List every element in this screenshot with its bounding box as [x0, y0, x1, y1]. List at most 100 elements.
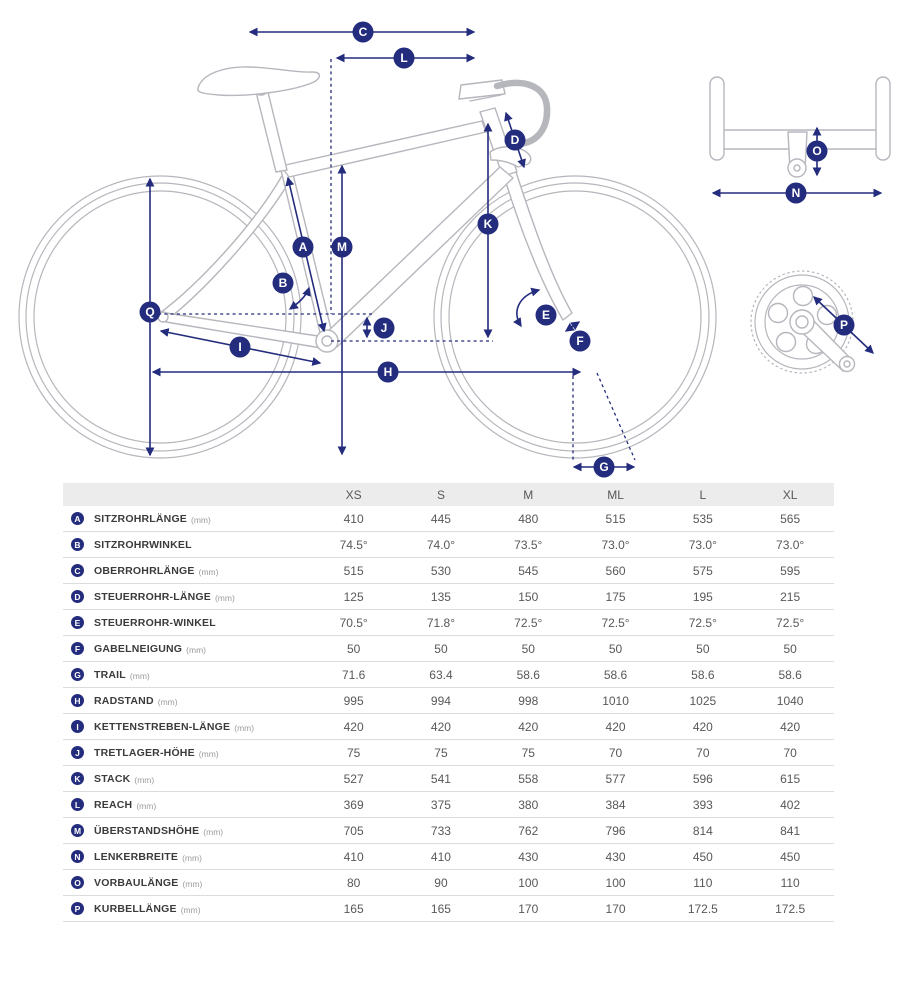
table-row: F GABELNEIGUNG (mm) 50 50 50 50 50 50 — [63, 635, 834, 661]
row-letter: D — [74, 591, 81, 602]
value-cell-ml: 560 — [605, 563, 626, 578]
row-label: LENKERBREITE — [94, 850, 179, 863]
value-cell-m: 50 — [521, 641, 535, 656]
svg-text:H: H — [384, 365, 393, 379]
value-cell-s: 410 — [430, 849, 451, 864]
value-cell-s: 375 — [430, 797, 451, 812]
row-label-cell: H RADSTAND (mm) — [63, 694, 310, 707]
value-cell-ml: 796 — [605, 823, 626, 838]
stem-side — [458, 79, 506, 100]
row-letter-badge: E — [71, 616, 84, 629]
value-cell-ml: 100 — [605, 875, 626, 890]
value-cell-ml: 58.6 — [603, 667, 628, 682]
value-cell-xs: 995 — [343, 693, 364, 708]
svg-text:D: D — [511, 133, 520, 147]
svg-text:A: A — [299, 240, 308, 254]
svg-text:G: G — [599, 460, 608, 474]
table-row: B SITZROHRWINKEL 74.5° 74.0° 73.5° 73.0°… — [63, 531, 834, 557]
row-letter: L — [74, 799, 81, 810]
row-label-cell: G TRAIL (mm) — [63, 668, 310, 681]
value-cell-l: 73.0° — [688, 537, 717, 552]
size-header: S — [436, 487, 445, 502]
size-header: M — [523, 487, 534, 502]
value-cell-xl: 172.5 — [775, 901, 806, 916]
table-row: K STACK (mm) 527 541 558 577 596 615 — [63, 765, 834, 791]
svg-text:P: P — [840, 318, 848, 332]
row-label: STACK — [94, 772, 131, 785]
svg-text:C: C — [359, 25, 368, 39]
value-cell-m: 170 — [518, 901, 539, 916]
value-cell-xl: 841 — [780, 823, 801, 838]
row-letter-badge: G — [71, 668, 84, 681]
value-cell-m: 72.5° — [514, 615, 543, 630]
value-cell-xs: 410 — [343, 511, 364, 526]
row-label: TRETLAGER-HÖHE — [94, 746, 195, 759]
value-cell-xl: 72.5° — [776, 615, 805, 630]
value-cell-l: 50 — [696, 641, 710, 656]
size-header-row: XS S M ML L XL — [63, 483, 834, 506]
table-row: C OBERROHRLÄNGE (mm) 515 530 545 560 575… — [63, 557, 834, 583]
value-cell-ml: 175 — [605, 589, 626, 604]
value-cell-xs: 70.5° — [339, 615, 368, 630]
row-label: SITZROHRWINKEL — [94, 538, 192, 551]
value-cell-l: 393 — [692, 797, 713, 812]
row-letter-badge: P — [71, 902, 84, 915]
row-label: STEUERROHR-WINKEL — [94, 616, 216, 629]
marker-seat-tube-angle: B — [272, 272, 294, 294]
row-unit: (mm) — [180, 904, 201, 915]
value-cell-l: 575 — [692, 563, 713, 578]
value-cell-l: 195 — [692, 589, 713, 604]
size-header: XS — [345, 487, 362, 502]
value-cell-xl: 1040 — [776, 693, 804, 708]
value-cell-m: 762 — [518, 823, 539, 838]
table-row: N LENKERBREITE (mm) 410 410 430 430 450 … — [63, 843, 834, 869]
svg-text:K: K — [484, 217, 493, 231]
value-cell-m: 545 — [518, 563, 539, 578]
value-cell-xl: 215 — [780, 589, 801, 604]
size-header: ML — [607, 487, 624, 502]
front-wheel — [433, 175, 717, 459]
marker-stem-length: O — [806, 140, 828, 162]
row-label-cell: P KURBELLÄNGE (mm) — [63, 902, 310, 915]
svg-text:L: L — [400, 51, 407, 65]
row-letter: E — [74, 617, 81, 628]
row-label: RADSTAND — [94, 694, 154, 707]
value-cell-xs: 71.6 — [341, 667, 366, 682]
table-row: D STEUERROHR-LÄNGE (mm) 125 135 150 175 … — [63, 583, 834, 609]
row-label-cell: L REACH (mm) — [63, 798, 310, 811]
value-cell-xs: 369 — [343, 797, 364, 812]
value-cell-xs: 410 — [343, 849, 364, 864]
row-unit: (mm) — [129, 670, 150, 681]
table-row: O VORBAULÄNGE (mm) 80 90 100 100 110 110 — [63, 869, 834, 895]
value-cell-m: 100 — [518, 875, 539, 890]
row-unit: (mm) — [186, 644, 206, 655]
value-cell-l: 110 — [693, 875, 713, 890]
value-cell-xs: 125 — [343, 589, 364, 604]
marker-chainstay-length: I — [229, 336, 251, 358]
value-cell-ml: 70 — [608, 745, 623, 760]
value-cell-ml: 430 — [605, 849, 626, 864]
marker-handlebar-width: N — [785, 182, 807, 204]
value-cell-s: 71.8° — [426, 615, 456, 630]
marker-standover-height: M — [331, 236, 353, 258]
marker-bb-height: J — [373, 317, 395, 339]
value-cell-l: 172.5 — [687, 901, 718, 916]
row-letter: G — [74, 669, 81, 680]
row-unit: (mm) — [182, 852, 202, 863]
table-row: A SITZROHRLÄNGE (mm) 410 445 480 515 535… — [63, 506, 834, 531]
value-cell-l: 596 — [692, 771, 713, 786]
value-cell-xs: 50 — [346, 641, 361, 656]
value-cell-ml: 577 — [605, 771, 626, 786]
value-cell-s: 541 — [430, 771, 451, 786]
value-cell-l: 70 — [696, 745, 710, 760]
table-row: L REACH (mm) 369 375 380 384 393 402 — [63, 791, 834, 817]
value-cell-ml: 1010 — [602, 693, 629, 708]
value-cell-m: 430 — [518, 849, 539, 864]
value-cell-ml: 420 — [605, 719, 626, 734]
row-label-cell: K STACK (mm) — [63, 772, 310, 785]
row-letter: A — [74, 513, 81, 524]
value-cell-xl: 420 — [780, 719, 801, 734]
value-cell-l: 1025 — [689, 693, 717, 708]
value-cell-xl: 110 — [780, 875, 800, 890]
row-unit: (mm) — [157, 696, 178, 707]
